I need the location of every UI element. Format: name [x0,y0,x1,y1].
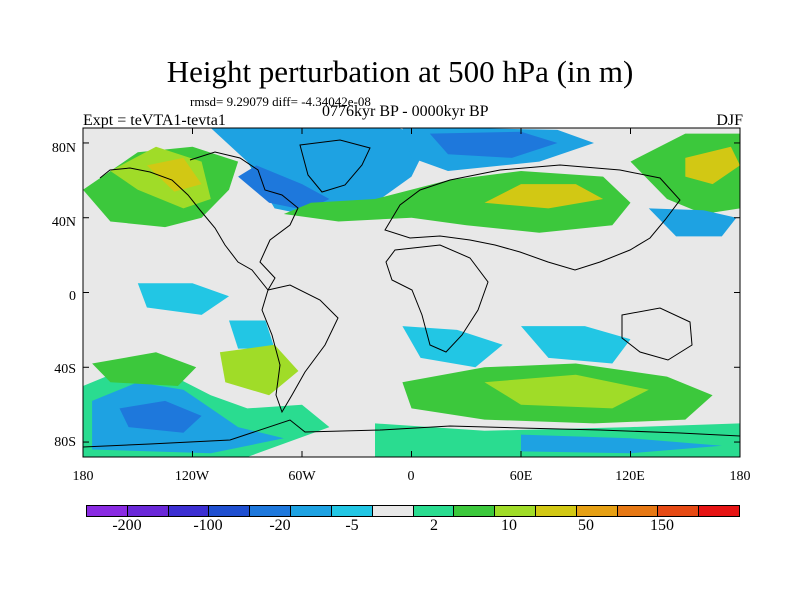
contour-region-tropical-pacific-negative-a [137,283,229,315]
contour-region-siberia-core [429,131,558,158]
coastline-antarctica [83,419,740,448]
season-label: DJF [716,112,743,129]
lat-label-40n: 40N [51,215,76,230]
contour-region-southern-ocean-core [484,374,649,409]
contour-fill-layer [83,128,740,457]
colorbar-box-2 [168,506,210,516]
coastline-south-america [261,284,339,414]
lon-label-120e: 120E [615,469,645,484]
lat-label-80n: 80N [51,141,76,156]
lon-label-60e: 60E [509,469,533,484]
colorbar-label-150: 150 [650,517,674,534]
contour-region-north-pacific-negative [648,208,737,237]
colorbar-label-neg5: -5 [345,517,359,534]
contour-region-tropical-pacific-negative-b [229,320,275,349]
lon-label-60w: 60W [288,469,316,484]
contour-region-south-america-positive [219,344,299,396]
lat-label-eq: 0 [69,289,76,304]
contour-region-central-asia-core [484,184,604,209]
colorbar-box-3 [209,506,251,516]
colorbar-box-11 [535,506,577,516]
stats-text: rmsd= 9.29079 diff= -4.34042e-08 [190,94,371,109]
colorbar [86,505,740,517]
colorbar-box-6 [331,506,373,516]
contour-region-south-pacific-positive [92,352,197,386]
contour-region-north-atlantic-negative [210,128,430,218]
colorbar-label-neg100: -100 [193,517,223,534]
lat-label-80s: 80S [54,435,76,450]
colorbar-box-12 [576,506,618,516]
contour-region-alaska-inner [146,157,202,192]
colorbar-box-1 [127,506,169,516]
coastline-greenland [299,139,371,193]
colorbar-box-5 [291,506,332,516]
contour-region-kamchatka-core [685,146,740,185]
contour-region-south-pacific-core [119,400,202,433]
colorbar-label-neg20: -20 [269,517,291,534]
map-title: Height perturbation at 500 hPa (in m) [166,54,634,89]
colorbar-box-13 [617,506,659,516]
lon-label-120w: 120W [174,469,210,484]
lon-label-180e: 180 [729,469,751,484]
colorbar-box-4 [250,506,292,516]
lat-label-40s: 40S [54,362,76,377]
coastline-eurasia [384,164,681,271]
colorbar-box-8 [413,506,455,516]
period-label: 0776kyr BP - 0000kyr BP [322,103,489,120]
lon-label-0: 0 [407,469,415,484]
colorbar-box-10 [495,506,536,516]
coastline-australia [621,307,693,361]
contour-region-antarctic-negative [521,434,722,454]
colorbar-box-9 [454,506,496,516]
colorbar-label-2: 2 [430,517,438,534]
contour-region-north-atlantic-core [238,165,330,211]
colorbar-box-7 [372,506,414,516]
contour-region-south-indian-negative [521,326,631,364]
colorbar-label-10: 10 [501,517,517,534]
colorbar-box-0 [87,506,128,516]
colorbar-box-14 [658,506,700,516]
colorbar-label-50: 50 [578,517,594,534]
experiment-label: Expt = teVTA1-tevta1 [83,112,226,129]
axis-ticks [82,128,741,457]
coastline-africa [385,244,489,353]
colorbar-box-15 [699,506,739,516]
colorbar-label-neg200: -200 [112,517,142,534]
lon-label-180w: 180 [72,469,94,484]
coastline-layer [83,139,740,448]
